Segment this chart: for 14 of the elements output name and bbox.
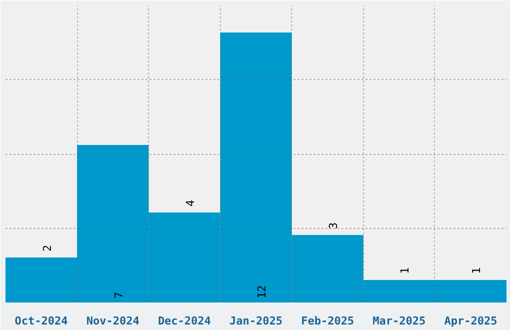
data-label: 1 — [398, 267, 412, 274]
x-tick-label: Oct-2024 — [14, 314, 68, 328]
x-tick-label: Nov-2024 — [86, 314, 140, 328]
data-label: 1 — [470, 267, 484, 274]
x-tick-label: Apr-2025 — [444, 314, 498, 328]
x-tick-label: Dec-2024 — [158, 314, 212, 328]
data-label: 4 — [184, 200, 197, 206]
data-label: 3 — [327, 222, 340, 229]
x-tick-label: Mar-2025 — [372, 314, 426, 328]
data-label: 2 — [40, 244, 54, 252]
data-label: 7 — [112, 292, 126, 298]
data-label: 12 — [256, 285, 268, 298]
x-tick-label: Jan-2025 — [230, 314, 282, 328]
x-tick-label: Feb-2025 — [301, 314, 354, 328]
